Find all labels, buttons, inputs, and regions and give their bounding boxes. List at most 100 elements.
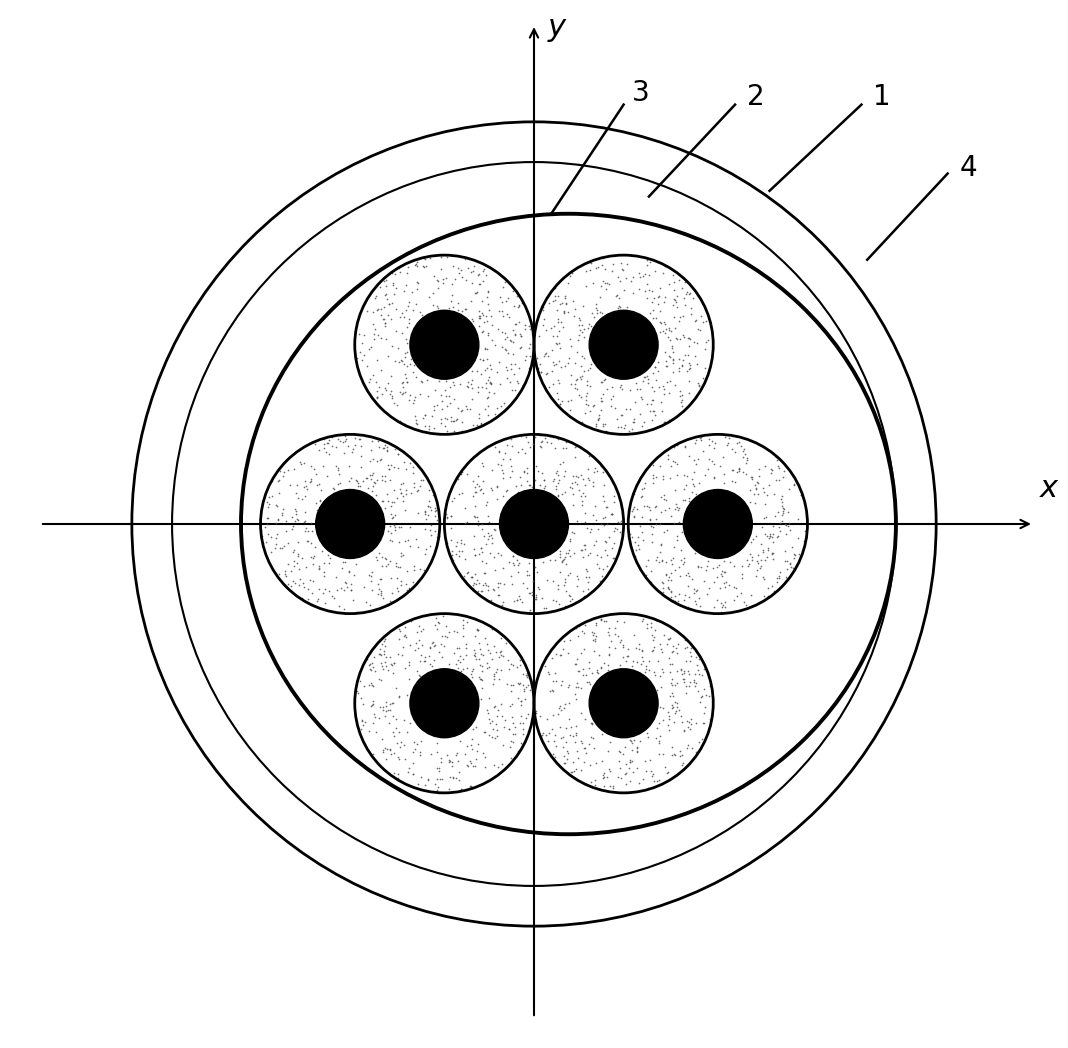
Point xyxy=(673,541,690,558)
Point xyxy=(654,552,671,569)
Point xyxy=(767,472,784,488)
Point xyxy=(362,453,379,470)
Point xyxy=(663,323,680,340)
Point xyxy=(518,664,535,681)
Point xyxy=(651,698,669,715)
Point xyxy=(677,677,694,694)
Point xyxy=(512,328,529,345)
Point xyxy=(303,523,320,540)
Point xyxy=(686,581,703,597)
Point xyxy=(581,472,598,488)
Point xyxy=(665,282,682,299)
Point xyxy=(473,516,490,532)
Point xyxy=(646,499,663,516)
Point xyxy=(623,752,640,769)
Point xyxy=(386,745,403,762)
Point xyxy=(575,298,592,314)
Circle shape xyxy=(590,310,658,379)
Point xyxy=(563,392,580,409)
Point xyxy=(744,530,761,547)
Point xyxy=(623,272,640,289)
Point xyxy=(363,675,380,692)
Point xyxy=(680,385,697,401)
Point xyxy=(520,567,537,584)
Point xyxy=(455,628,472,645)
Point xyxy=(692,429,709,445)
Point xyxy=(511,326,528,343)
Point xyxy=(506,726,523,743)
Point xyxy=(643,391,660,408)
Point xyxy=(580,470,597,486)
Point xyxy=(527,559,544,575)
Point xyxy=(360,723,377,740)
Point xyxy=(623,733,640,749)
Point xyxy=(630,636,647,653)
Point xyxy=(695,573,712,590)
Point xyxy=(421,417,438,434)
Point xyxy=(547,291,564,308)
Point xyxy=(749,554,766,571)
Point xyxy=(377,379,394,396)
Point xyxy=(314,585,331,602)
Point xyxy=(289,533,307,550)
Point xyxy=(433,248,450,265)
Point xyxy=(476,759,493,776)
Point xyxy=(387,440,404,457)
Point xyxy=(391,620,408,637)
Point xyxy=(757,458,774,475)
Point xyxy=(402,355,419,372)
Point xyxy=(450,399,467,416)
Point xyxy=(688,312,705,329)
Point xyxy=(273,540,290,556)
Point xyxy=(492,546,509,563)
Point xyxy=(755,543,772,560)
Point xyxy=(675,670,692,686)
Point xyxy=(637,265,654,282)
Point xyxy=(486,668,503,684)
Point xyxy=(600,529,617,546)
Point xyxy=(646,358,663,375)
Point xyxy=(466,507,483,524)
Point xyxy=(396,627,413,643)
Point xyxy=(656,490,673,507)
Point xyxy=(642,304,659,321)
Point xyxy=(383,296,400,312)
Point xyxy=(450,548,467,565)
Point xyxy=(736,593,753,610)
Point xyxy=(599,424,616,441)
Point xyxy=(519,473,536,489)
Point xyxy=(579,461,596,478)
Point xyxy=(600,638,617,655)
Point xyxy=(688,583,705,599)
Point xyxy=(765,518,782,534)
Point xyxy=(705,455,722,472)
Point xyxy=(362,656,379,673)
Point xyxy=(466,528,483,545)
Point xyxy=(779,561,796,577)
Point xyxy=(330,597,347,614)
Point xyxy=(655,467,672,484)
Point xyxy=(671,500,688,517)
Point xyxy=(354,712,371,728)
Point xyxy=(373,586,390,603)
Point xyxy=(414,620,431,637)
Point xyxy=(599,380,616,397)
Point xyxy=(354,351,371,368)
Point xyxy=(556,483,574,500)
Point xyxy=(294,575,311,592)
Point xyxy=(612,769,629,786)
Point xyxy=(645,310,662,327)
Point xyxy=(578,674,595,691)
Point xyxy=(467,479,484,496)
Point xyxy=(682,640,700,657)
Point xyxy=(595,463,612,480)
Point xyxy=(647,551,664,568)
Point xyxy=(499,329,516,346)
Point xyxy=(382,311,399,328)
Point xyxy=(678,713,695,729)
Point xyxy=(554,728,571,745)
Point xyxy=(478,701,496,718)
Point xyxy=(536,657,553,674)
Point xyxy=(500,345,517,362)
Point xyxy=(525,604,543,620)
